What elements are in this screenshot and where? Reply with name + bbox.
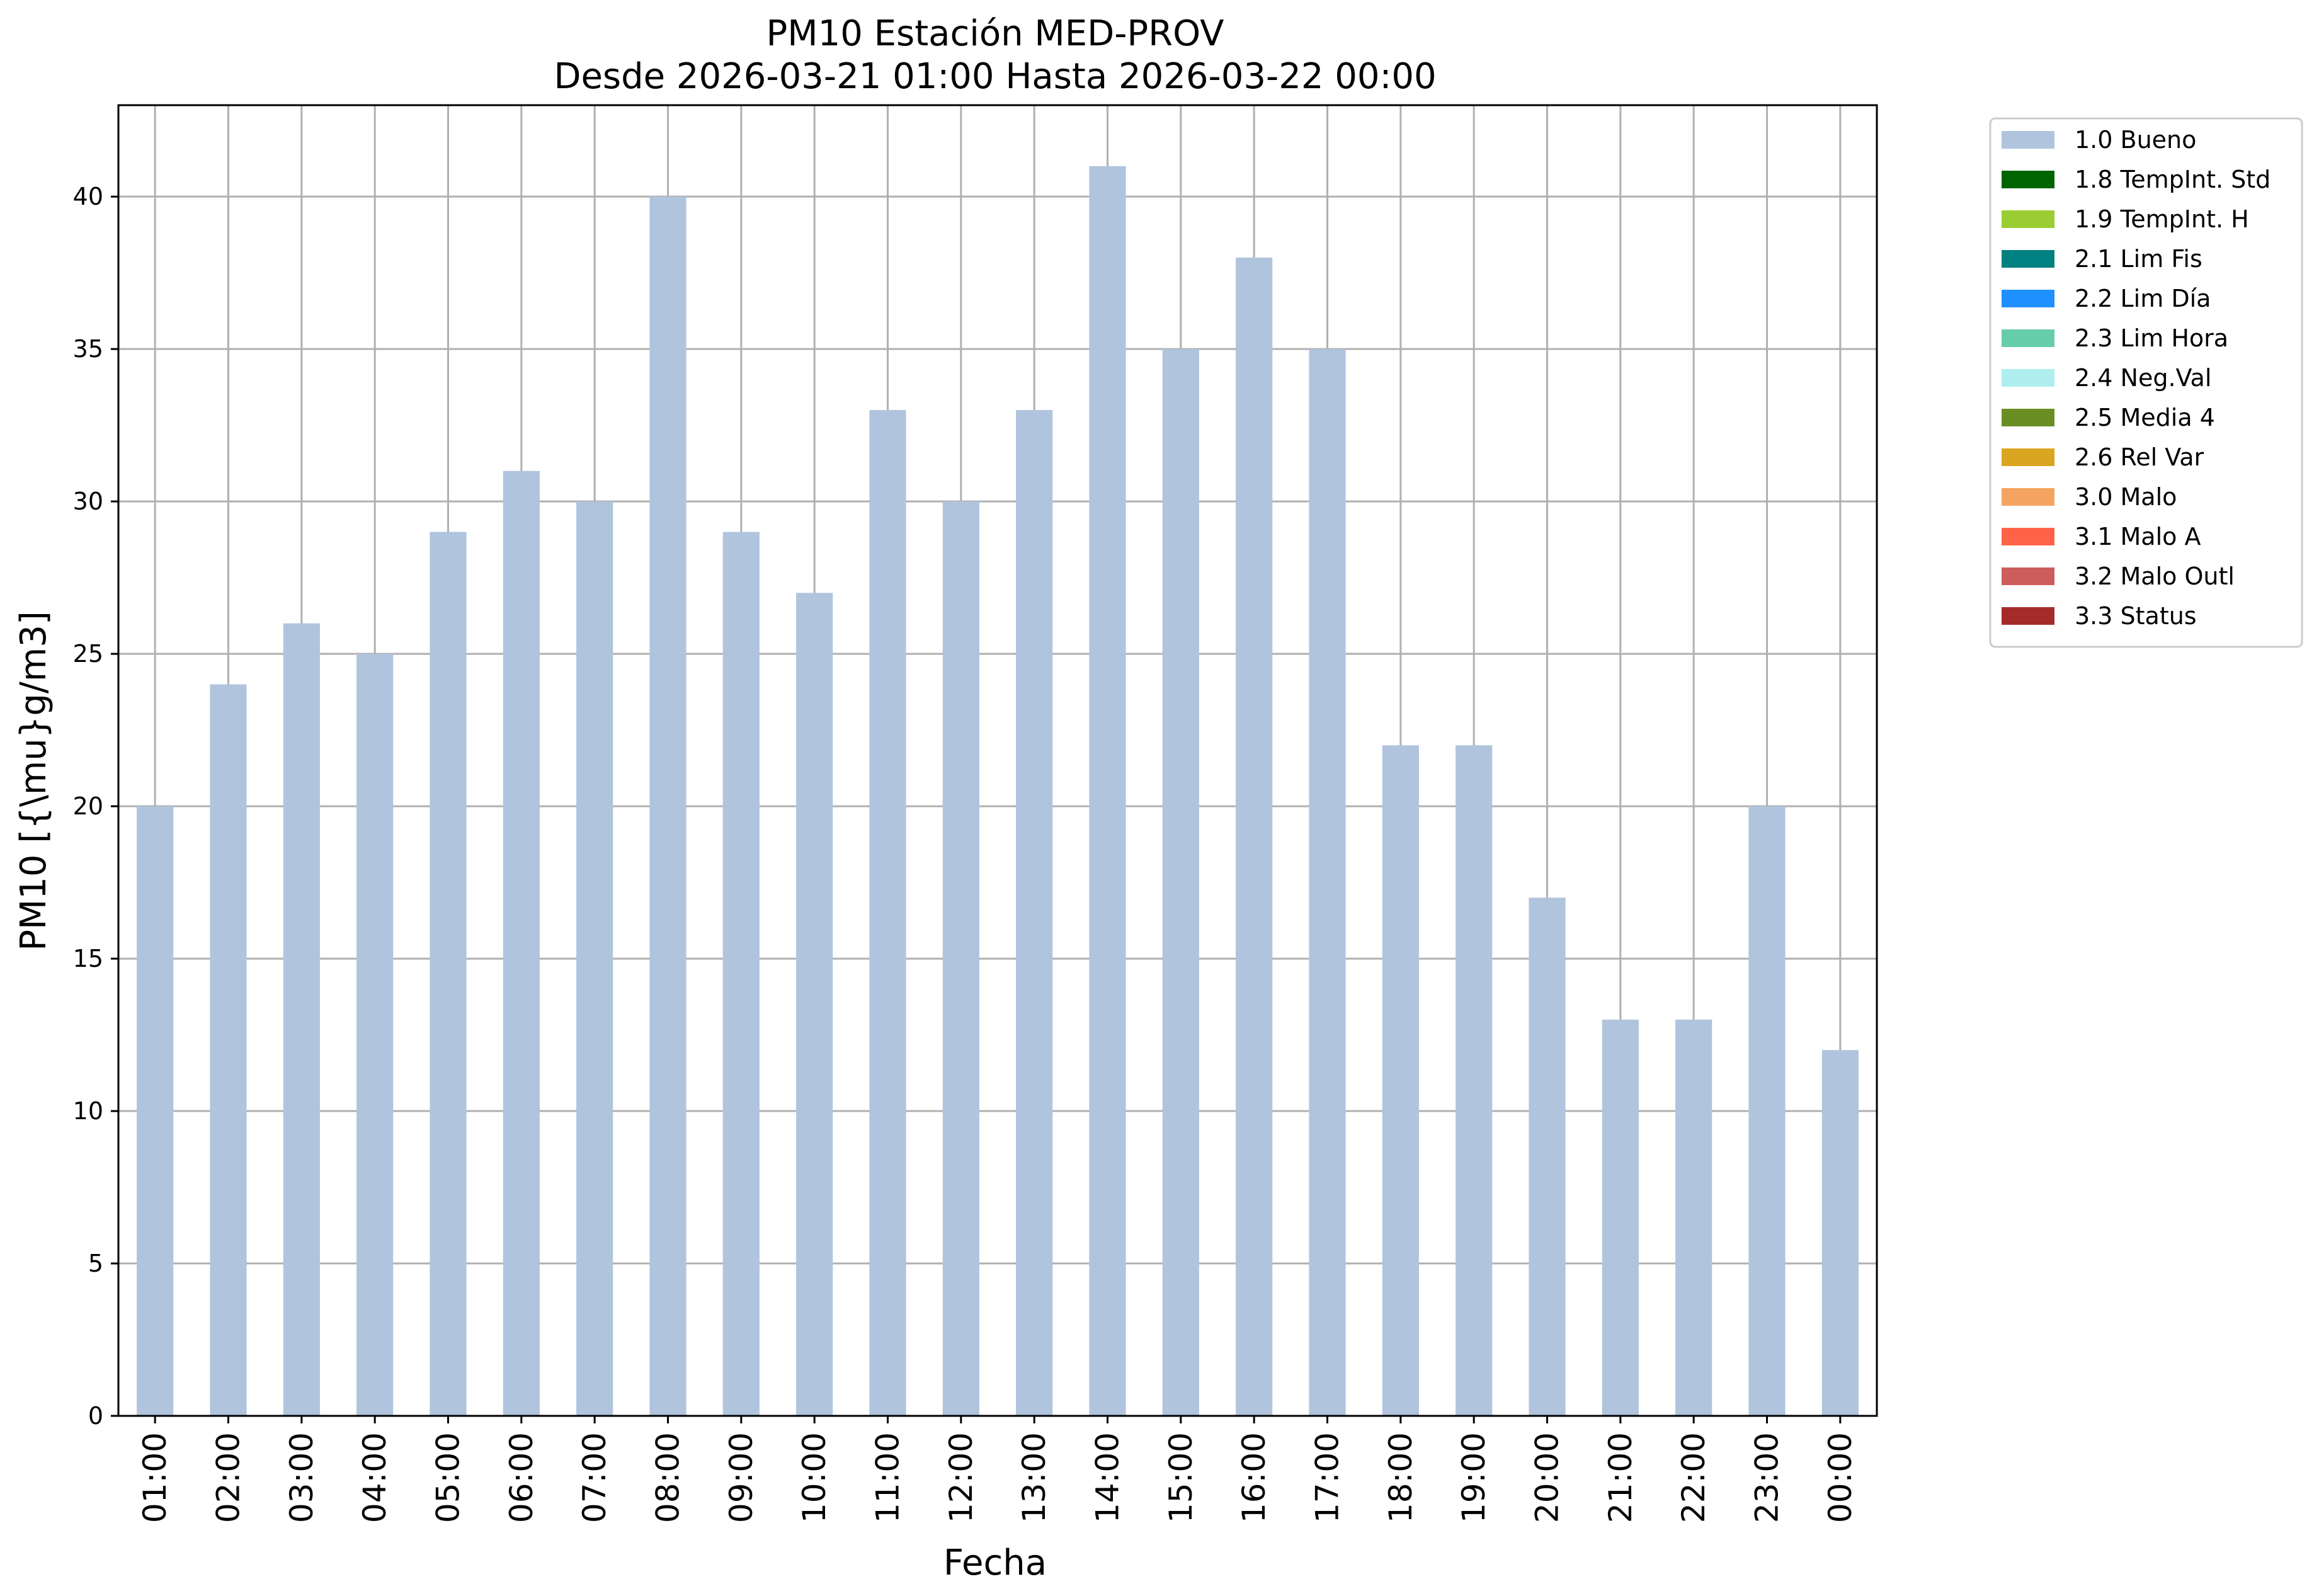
- y-tick-label: 10: [73, 1097, 103, 1125]
- bar-1700: [1309, 349, 1346, 1416]
- bar-2200: [1675, 1019, 1712, 1416]
- bar-1100: [869, 409, 906, 1416]
- y-tick-label: 15: [73, 945, 103, 972]
- x-tick-label: 01:00: [137, 1432, 173, 1523]
- legend-label: 2.5 Media 4: [2075, 404, 2215, 431]
- legend-label: 3.3 Status: [2075, 602, 2197, 630]
- bar-0500: [430, 532, 467, 1416]
- x-tick-label: 21:00: [1602, 1432, 1639, 1523]
- y-tick-label: 5: [88, 1250, 103, 1277]
- x-tick-label: 15:00: [1163, 1432, 1199, 1523]
- legend-swatch: [2002, 171, 2054, 188]
- legend-label: 1.9 TempInt. H: [2075, 205, 2249, 233]
- legend-swatch: [2002, 409, 2054, 426]
- legend-swatch: [2002, 290, 2054, 307]
- x-tick-label: 23:00: [1749, 1432, 1786, 1523]
- legend-label: 3.2 Malo Outl: [2075, 562, 2235, 590]
- legend-swatch: [2002, 329, 2054, 347]
- x-tick-label: 05:00: [430, 1432, 467, 1523]
- legend-label: 1.8 TempInt. Std: [2075, 166, 2271, 193]
- bar-0100: [137, 806, 174, 1416]
- bar-1500: [1162, 349, 1199, 1416]
- x-tick-label: 11:00: [870, 1432, 906, 1523]
- bar-1900: [1456, 745, 1493, 1416]
- bar-2300: [1748, 806, 1786, 1416]
- chart-title: PM10 Estación MED-PROV: [766, 13, 1224, 54]
- x-tick-label: 03:00: [283, 1432, 320, 1523]
- bar-1600: [1236, 257, 1273, 1416]
- bar-1200: [942, 501, 979, 1416]
- y-tick-label: 30: [73, 487, 103, 515]
- x-tick-label: 10:00: [796, 1432, 833, 1523]
- legend-label: 2.4 Neg.Val: [2075, 364, 2211, 392]
- chart-subtitle: Desde 2026-03-21 01:00 Hasta 2026-03-22 …: [554, 56, 1436, 97]
- x-tick-label: 00:00: [1822, 1432, 1859, 1523]
- x-tick-label: 04:00: [356, 1432, 393, 1523]
- legend-swatch: [2002, 369, 2054, 387]
- bars: [137, 166, 1859, 1416]
- legend-label: 2.3 Lim Hora: [2075, 324, 2228, 352]
- y-tick-label: 35: [73, 335, 103, 363]
- legend-swatch: [2002, 567, 2054, 585]
- bar-2100: [1602, 1019, 1639, 1416]
- y-tick-label: 25: [73, 640, 103, 668]
- x-axis-ticks: 01:00 02:00 03:00 04:00 05:00 06:00 07:00 08:00…: [137, 1416, 1859, 1523]
- bar-1000: [796, 593, 833, 1416]
- x-tick-label: 19:00: [1456, 1432, 1492, 1523]
- legend-swatch: [2002, 210, 2054, 228]
- x-tick-label: 22:00: [1675, 1432, 1712, 1523]
- legend-swatch: [2002, 528, 2054, 545]
- x-tick-label: 12:00: [943, 1432, 979, 1523]
- legend: 1.0 Bueno 1.8 TempInt. Std 1.9 TempInt. H 2…: [1989, 117, 2303, 648]
- bar-0800: [649, 197, 687, 1416]
- bar-0700: [576, 501, 613, 1416]
- legend-swatch: [2002, 448, 2054, 466]
- x-tick-label: 20:00: [1529, 1432, 1566, 1523]
- legend-label: 1.0 Bueno: [2075, 126, 2196, 154]
- bar-0600: [503, 470, 540, 1416]
- legend-swatch: [2002, 488, 2054, 506]
- legend-label: 3.1 Malo A: [2075, 523, 2201, 550]
- legend-box: [1989, 117, 2303, 648]
- x-tick-label: 09:00: [723, 1432, 760, 1523]
- legend-swatch: [2002, 250, 2054, 268]
- bar-1400: [1089, 166, 1126, 1416]
- x-tick-label: 06:00: [503, 1432, 540, 1523]
- legend-label: 2.6 Rel Var: [2075, 443, 2204, 471]
- legend-label: 2.2 Lim Día: [2075, 285, 2211, 312]
- bar-1800: [1382, 745, 1419, 1416]
- y-axis-ticks: 0 5 10 15 20 25 30 35 40: [73, 183, 118, 1430]
- x-tick-label: 07:00: [576, 1432, 613, 1523]
- legend-label: 3.0 Malo: [2075, 483, 2177, 511]
- x-tick-label: 02:00: [210, 1432, 247, 1523]
- bar-1300: [1016, 409, 1053, 1416]
- x-tick-label: 13:00: [1016, 1432, 1052, 1523]
- legend-label: 2.1 Lim Fis: [2075, 245, 2202, 273]
- y-axis-label: PM10 [{\mu}g/m3]: [13, 611, 54, 951]
- bar-0900: [722, 532, 760, 1416]
- bar-0300: [283, 623, 320, 1416]
- plot-frame: [117, 104, 1878, 1417]
- y-tick-label: 20: [73, 792, 103, 820]
- y-tick-label: 0: [88, 1402, 103, 1430]
- x-tick-label: 08:00: [650, 1432, 687, 1523]
- x-tick-label: 14:00: [1090, 1432, 1126, 1523]
- legend-swatch: [2002, 607, 2054, 625]
- bar-0400: [356, 654, 394, 1416]
- x-tick-label: 18:00: [1382, 1432, 1419, 1523]
- legend-swatch: [2002, 131, 2054, 149]
- x-tick-label: 16:00: [1236, 1432, 1272, 1523]
- x-axis-label: Fecha: [943, 1542, 1047, 1583]
- bar-2000: [1529, 898, 1566, 1416]
- bar-0000: [1821, 1050, 1859, 1416]
- y-tick-label: 40: [73, 183, 103, 210]
- bar-0200: [210, 684, 247, 1416]
- x-tick-label: 17:00: [1309, 1432, 1346, 1523]
